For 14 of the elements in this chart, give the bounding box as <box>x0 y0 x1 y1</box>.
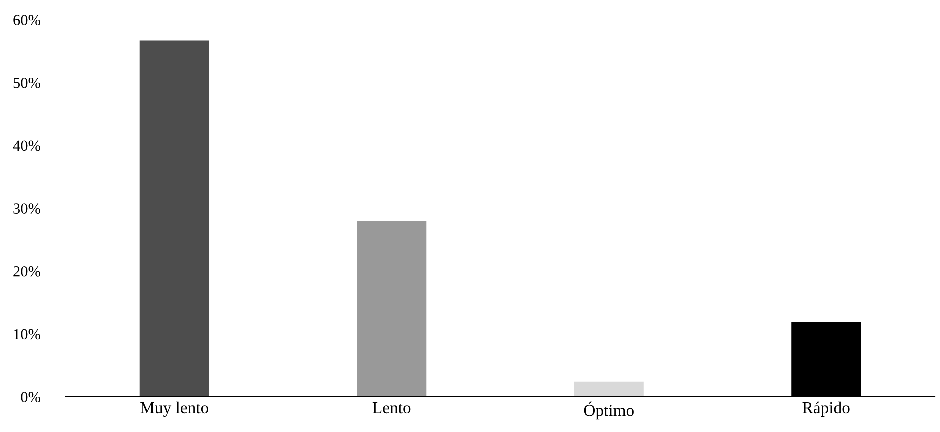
x-tick-label: Lento <box>372 402 411 414</box>
y-tick-label: 20% <box>14 266 40 277</box>
x-tick-label: Muy lento <box>140 402 208 418</box>
y-tick-label: 10% <box>14 329 40 340</box>
bar <box>574 382 644 397</box>
x-tick-label: Rápido <box>802 402 850 417</box>
bar <box>140 40 210 397</box>
x-tick-label: Óptimo <box>584 402 634 420</box>
bar <box>357 221 427 397</box>
y-tick-label: 50% <box>14 78 40 88</box>
y-tick-label: 40% <box>13 140 40 152</box>
y-tick-label: 30% <box>14 204 40 214</box>
y-tick-label: 60% <box>14 15 40 26</box>
y-tick-label: 0% <box>21 392 40 402</box>
